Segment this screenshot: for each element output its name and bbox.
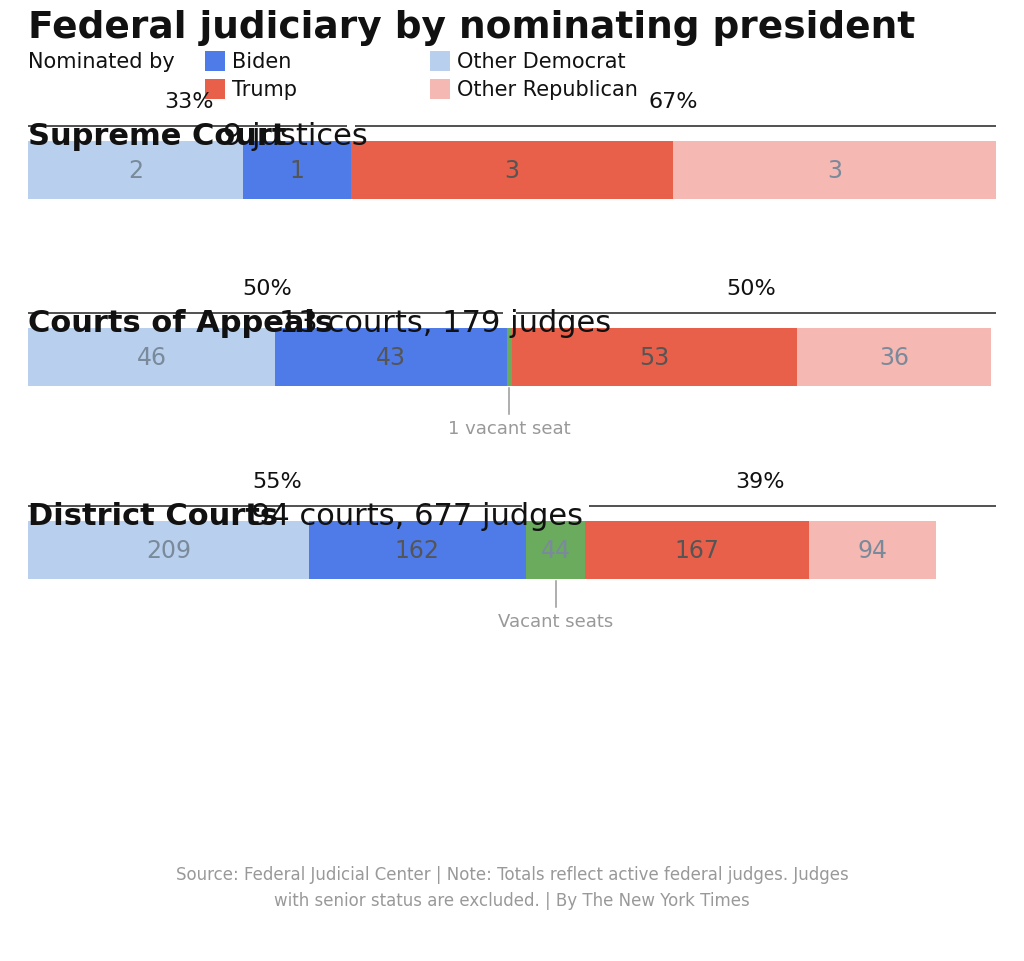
Bar [350, 142, 674, 200]
Bar [430, 80, 450, 100]
Text: 1 vacant seat: 1 vacant seat [447, 420, 570, 437]
Text: Source: Federal Judicial Center | Note: Totals reflect active federal judges. Ju: Source: Federal Judicial Center | Note: … [176, 865, 848, 909]
Text: 162: 162 [395, 538, 439, 562]
Bar [430, 52, 450, 72]
Text: Biden: Biden [232, 52, 292, 72]
Bar [308, 522, 526, 579]
Bar [809, 522, 936, 579]
Bar [28, 522, 308, 579]
Text: 94: 94 [857, 538, 888, 562]
Text: 39%: 39% [735, 472, 785, 491]
Text: 209: 209 [145, 538, 190, 562]
Text: 50%: 50% [726, 279, 776, 299]
Text: Trump: Trump [232, 80, 297, 100]
Bar [205, 80, 225, 100]
Text: District Courts: District Courts [28, 502, 279, 530]
Text: 13 courts, 179 judges: 13 courts, 179 judges [280, 308, 611, 337]
Text: 3: 3 [505, 159, 519, 183]
Bar [526, 522, 585, 579]
Text: Courts of Appeals: Courts of Appeals [28, 308, 333, 337]
Text: 1: 1 [290, 159, 304, 183]
Text: 46: 46 [136, 346, 167, 370]
Text: Other Republican: Other Republican [457, 80, 638, 100]
Bar [507, 329, 512, 386]
Bar [674, 142, 996, 200]
Text: Federal judiciary by nominating president: Federal judiciary by nominating presiden… [28, 10, 915, 46]
Text: 53: 53 [639, 346, 670, 370]
Text: 167: 167 [675, 538, 720, 562]
Text: 33%: 33% [165, 92, 214, 111]
Text: 2: 2 [128, 159, 143, 183]
Bar [797, 329, 990, 386]
Text: 43: 43 [376, 346, 406, 370]
Bar [275, 329, 507, 386]
Bar [585, 522, 809, 579]
Bar [28, 329, 275, 386]
Text: 55%: 55% [252, 472, 302, 491]
Bar [28, 142, 243, 200]
Text: 36: 36 [879, 346, 909, 370]
Text: 94 courts, 677 judges: 94 courts, 677 judges [251, 502, 583, 530]
Bar [512, 329, 797, 386]
Text: 67%: 67% [648, 92, 698, 111]
Text: Vacant seats: Vacant seats [498, 612, 613, 630]
Text: 44: 44 [541, 538, 570, 562]
Text: 9 justices: 9 justices [222, 122, 368, 151]
Text: Other Democrat: Other Democrat [457, 52, 626, 72]
Text: 3: 3 [827, 159, 842, 183]
Bar [205, 52, 225, 72]
Text: Supreme Court: Supreme Court [28, 122, 287, 151]
Text: Nominated by: Nominated by [28, 52, 175, 72]
Bar [243, 142, 350, 200]
Text: 50%: 50% [243, 279, 292, 299]
